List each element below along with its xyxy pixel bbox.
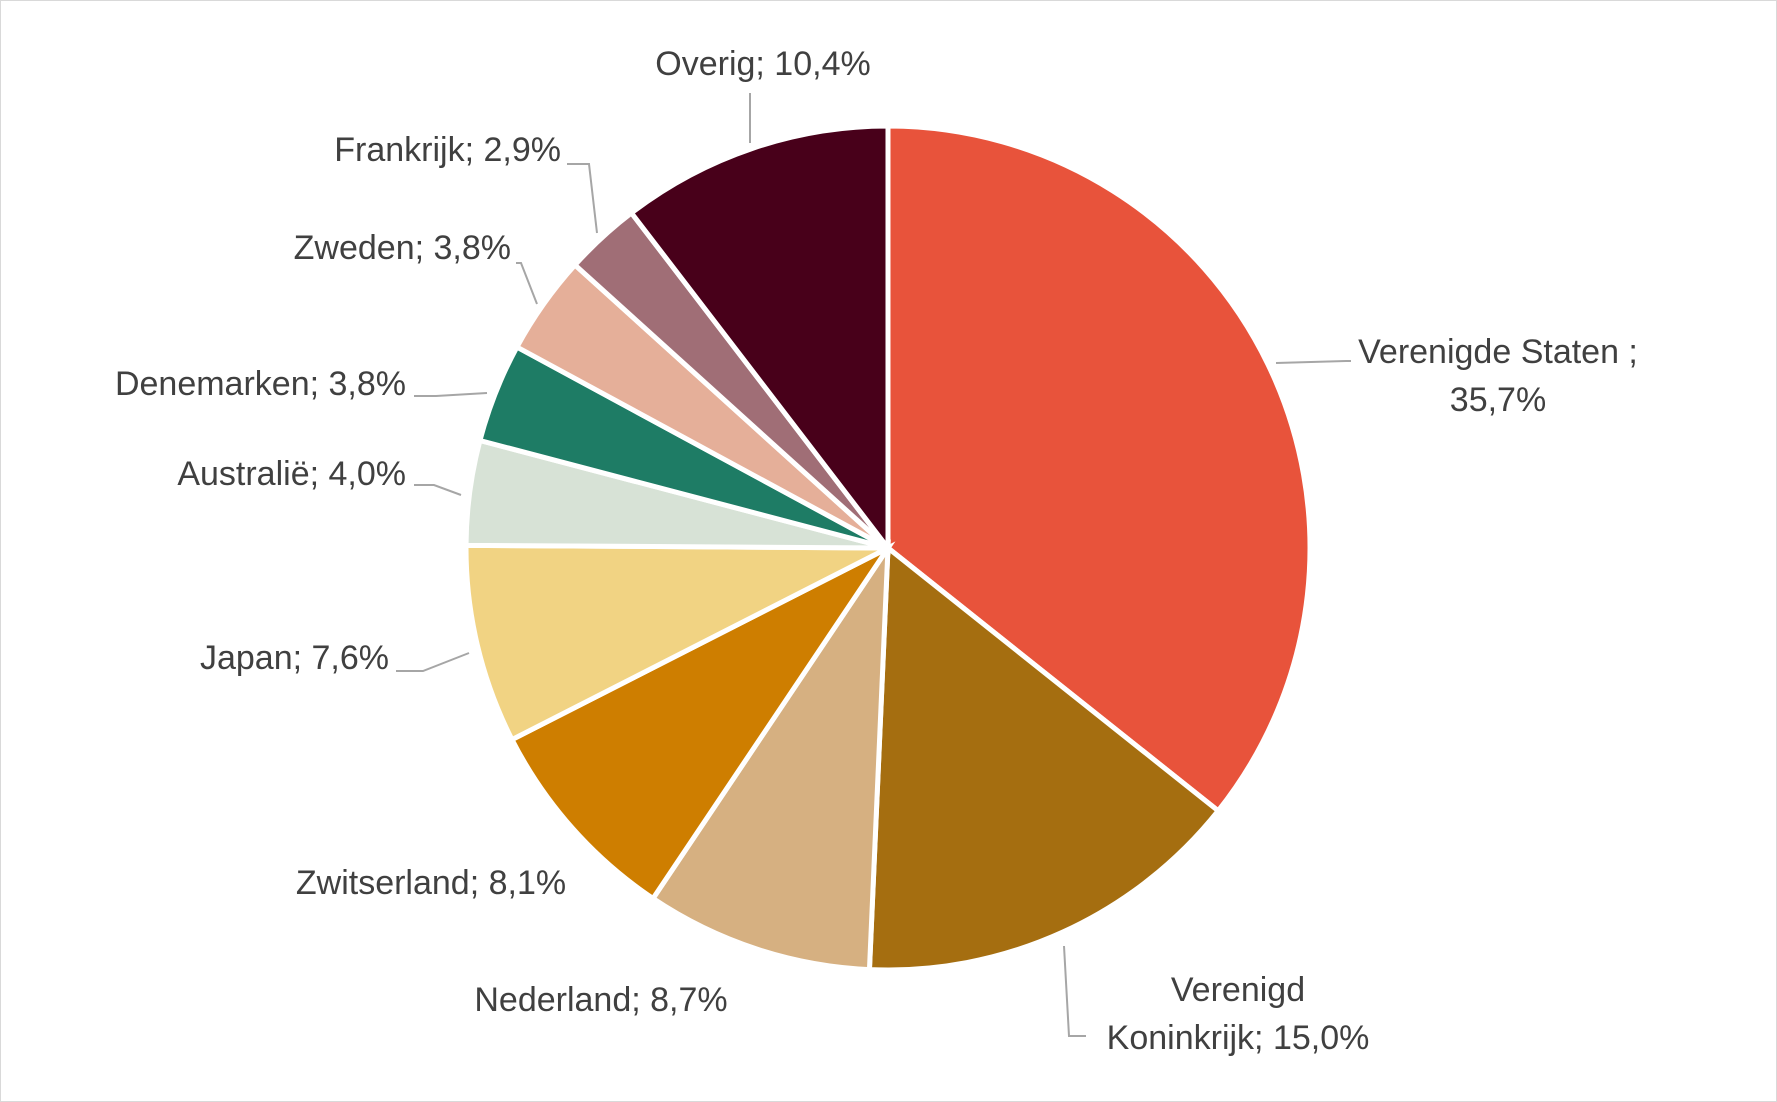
slice-label-zwitserland: Zwitserland; 8,1% bbox=[296, 864, 566, 902]
leader-line-denemarken bbox=[414, 392, 488, 397]
pie-slices bbox=[463, 123, 1313, 973]
pie-slice-japan bbox=[463, 542, 890, 743]
slice-label-zweden: Zweden; 3,8% bbox=[294, 229, 511, 267]
leader-line-australi bbox=[414, 484, 462, 496]
slice-label-verenigd-koninkrijk: Verenigd Koninkrijk; 15,0% bbox=[1107, 971, 1370, 1057]
leader-line-verenigd-koninkrijk bbox=[1063, 945, 1086, 1037]
slice-label-line: Nederland; 8,7% bbox=[474, 981, 727, 1019]
leader-line-japan bbox=[396, 652, 470, 672]
leader-line-verenigde-staten bbox=[1275, 360, 1351, 364]
slice-label-japan: Japan; 7,6% bbox=[200, 639, 389, 677]
leader-line-zweden bbox=[516, 262, 538, 305]
pie-slice-nederland bbox=[649, 539, 891, 973]
slice-label-overig: Overig; 10,4% bbox=[655, 45, 870, 83]
slice-label-line: Zweden; 3,8% bbox=[294, 229, 511, 267]
slice-label-line: 35,7% bbox=[1450, 381, 1546, 419]
slice-label-australi: Australië; 4,0% bbox=[177, 455, 406, 493]
pie-slice-overig bbox=[627, 123, 891, 556]
slice-label-nederland: Nederland; 8,7% bbox=[474, 981, 727, 1019]
slice-label-line: Koninkrijk; 15,0% bbox=[1107, 1019, 1370, 1057]
slice-label-line: Denemarken; 3,8% bbox=[115, 365, 406, 403]
slice-label-line: Overig; 10,4% bbox=[655, 45, 870, 83]
slice-label-denemarken: Denemarken; 3,8% bbox=[115, 365, 406, 403]
leader-lines bbox=[396, 93, 1351, 1037]
pie-slice-verenigde-staten bbox=[885, 123, 1313, 815]
slice-label-line: Verenigde Staten ; bbox=[1358, 333, 1638, 371]
slice-label-line: Zwitserland; 8,1% bbox=[296, 864, 566, 902]
slice-labels: Verenigde Staten ; 35,7% Verenigd Koninkrij… bbox=[115, 45, 1638, 1057]
slice-label-line: Verenigd bbox=[1171, 971, 1305, 1009]
slice-label-verenigde-staten: Verenigde Staten ; 35,7% bbox=[1358, 333, 1638, 419]
slice-label-line: Australië; 4,0% bbox=[177, 455, 406, 493]
leader-line-frankrijk bbox=[567, 163, 598, 234]
slice-label-line: Japan; 7,6% bbox=[200, 639, 389, 677]
pie-slice-zwitserland bbox=[508, 541, 896, 902]
slice-label-line: Frankrijk; 2,9% bbox=[334, 131, 561, 169]
slice-label-frankrijk: Frankrijk; 2,9% bbox=[334, 131, 561, 169]
pie-slice-verenigd-koninkrijk bbox=[866, 542, 1222, 973]
